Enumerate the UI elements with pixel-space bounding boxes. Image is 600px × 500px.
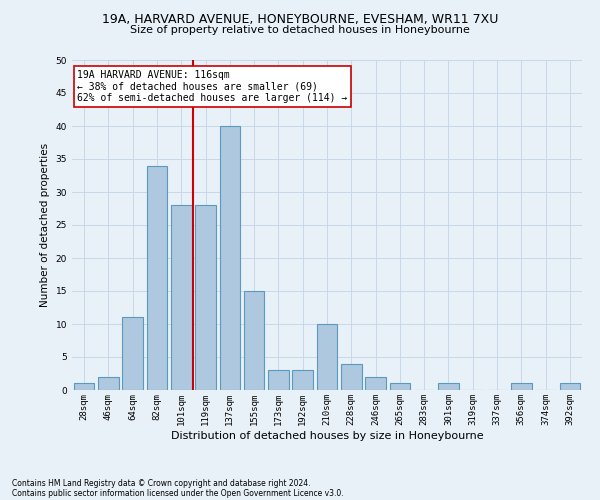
Bar xyxy=(146,166,167,390)
Bar xyxy=(195,205,216,390)
Text: Contains HM Land Registry data © Crown copyright and database right 2024.: Contains HM Land Registry data © Crown c… xyxy=(12,478,311,488)
Bar xyxy=(220,126,240,390)
Text: Contains public sector information licensed under the Open Government Licence v3: Contains public sector information licen… xyxy=(12,488,344,498)
X-axis label: Distribution of detached houses by size in Honeybourne: Distribution of detached houses by size … xyxy=(170,430,484,440)
Text: 19A HARVARD AVENUE: 116sqm
← 38% of detached houses are smaller (69)
62% of semi: 19A HARVARD AVENUE: 116sqm ← 38% of deta… xyxy=(77,70,347,103)
Bar xyxy=(98,377,119,390)
Text: 19A, HARVARD AVENUE, HONEYBOURNE, EVESHAM, WR11 7XU: 19A, HARVARD AVENUE, HONEYBOURNE, EVESHA… xyxy=(102,12,498,26)
Bar xyxy=(389,384,410,390)
Bar xyxy=(511,384,532,390)
Bar xyxy=(292,370,313,390)
Text: Size of property relative to detached houses in Honeybourne: Size of property relative to detached ho… xyxy=(130,25,470,35)
Bar xyxy=(438,384,459,390)
Y-axis label: Number of detached properties: Number of detached properties xyxy=(40,143,50,307)
Bar xyxy=(365,377,386,390)
Bar xyxy=(268,370,289,390)
Bar xyxy=(74,384,94,390)
Bar xyxy=(341,364,362,390)
Bar xyxy=(560,384,580,390)
Bar xyxy=(244,291,265,390)
Bar xyxy=(317,324,337,390)
Bar xyxy=(171,205,191,390)
Bar xyxy=(122,318,143,390)
